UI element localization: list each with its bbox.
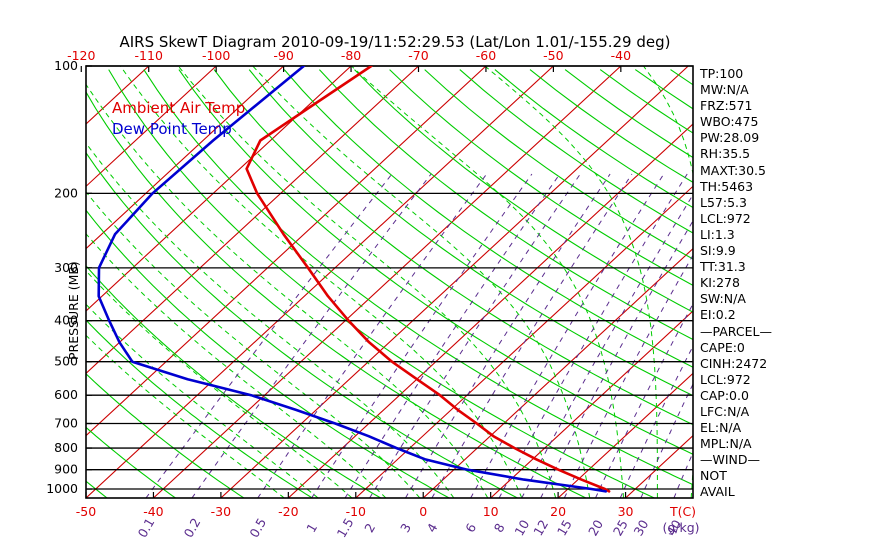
mixing-ratio-tick-8: 8 (491, 521, 508, 535)
stat-si: SI:9.9 (700, 243, 736, 259)
legend-dew-point-temp: Dew Point Temp (112, 120, 232, 138)
xtick-top--80: -80 (341, 48, 361, 63)
stat-lfc: LFC:N/A (700, 403, 750, 419)
page-title: AIRS SkewT Diagram 2010-09-19/11:52:29.5… (119, 33, 671, 51)
xtick-bottom-0: 0 (419, 504, 427, 519)
ytick-100: 100 (54, 58, 78, 73)
stat-lcl: LCL:972 (700, 210, 751, 226)
stat-cape: CAPE:0 (700, 339, 745, 355)
ytick-200: 200 (54, 185, 78, 200)
mixing-ratio-tick-15: 15 (554, 517, 575, 538)
stat-pw: PW:28.09 (700, 130, 760, 146)
mixing-ratio-tick-0p1: 0.1 (135, 515, 158, 540)
ytick-900: 900 (54, 462, 78, 477)
xtick-bottom-10: 10 (483, 504, 499, 519)
mixing-ratio-tick-4: 4 (424, 521, 441, 535)
xtick-top--120: -120 (67, 48, 95, 63)
mixing-ratio-tick-12: 12 (530, 517, 551, 538)
stat-sw: SW:N/A (700, 291, 746, 307)
mixing-ratio-tick-40: 40 (664, 517, 685, 538)
mixing-ratio-tick-25: 25 (610, 517, 631, 538)
stat-rh: RH:35.5 (700, 146, 751, 162)
xtick-bottom-30: 30 (618, 504, 634, 519)
mixing-ratio-tick-2: 2 (361, 521, 378, 535)
mixing-ratio-tick-0p5: 0.5 (246, 515, 269, 540)
stat-el: EL:N/A (700, 420, 742, 436)
mixing-ratio-tick-10: 10 (511, 517, 532, 538)
stat-lcl2: LCL:972 (700, 371, 751, 387)
plot-frame (85, 65, 694, 499)
xtick-top--70: -70 (408, 48, 428, 63)
mixing-ratio-tick-1p5: 1.5 (334, 515, 357, 540)
ytick-600: 600 (54, 387, 78, 402)
ytick-700: 700 (54, 416, 78, 431)
mixing-ratio-tick-30: 30 (630, 517, 651, 538)
stat-maxt: MAXT:30.5 (700, 162, 766, 178)
legend-ambient-air-temp: Ambient Air Temp (112, 99, 246, 117)
xtick-bottom--10: -10 (346, 504, 366, 519)
mixing-ratio-tick-0p2: 0.2 (181, 515, 204, 540)
xtick-top--90: -90 (273, 48, 293, 63)
stat-not: NOT (700, 468, 727, 484)
stat-mw: MW:N/A (700, 82, 749, 98)
stat-ei: EI:0.2 (700, 307, 736, 323)
xtick-bottom-20: 20 (550, 504, 566, 519)
x-axis-label-temp: T(C) (669, 504, 696, 519)
xtick-bottom--50: -50 (76, 504, 96, 519)
mixing-ratio-tick-1: 1 (303, 521, 320, 535)
series-ambient-air-temp (245, 66, 611, 493)
stat-wbo: WBO:475 (700, 114, 759, 130)
xtick-bottom--40: -40 (143, 504, 163, 519)
series-dew-point-temp (97, 66, 607, 493)
stat-avail: AVAIL (700, 484, 735, 500)
xtick-top--110: -110 (135, 48, 163, 63)
ytick-500: 500 (54, 354, 78, 369)
mixing-ratio-tick-6: 6 (462, 521, 479, 535)
stat-tp: TP:100 (700, 66, 744, 81)
stat-li: LI:1.3 (700, 226, 735, 242)
ytick-800: 800 (54, 440, 78, 455)
stat-cap: CAP:0.0 (700, 387, 749, 403)
ytick-400: 400 (54, 313, 78, 328)
xtick-bottom--20: -20 (278, 504, 298, 519)
stat-cinh: CINH:2472 (700, 355, 768, 371)
xtick-bottom--30: -30 (211, 504, 231, 519)
xtick-top--40: -40 (611, 48, 631, 63)
x-axis-label-mix: (g/kg) (662, 520, 699, 535)
stat-tt: TT:31.3 (700, 259, 746, 275)
ytick-1000: 1000 (46, 481, 78, 496)
xtick-top--60: -60 (476, 48, 496, 63)
stat-wind: —WIND— (700, 452, 761, 468)
mixing-ratio-tick-3: 3 (397, 521, 414, 535)
mixing-ratio-tick-20: 20 (585, 517, 606, 538)
stat-th: TH:5463 (700, 178, 754, 194)
stat-l57: L57:5.3 (700, 194, 747, 210)
ytick-300: 300 (54, 260, 78, 275)
xtick-top--100: -100 (202, 48, 230, 63)
stat-parcel: —PARCEL— (700, 323, 772, 339)
y-axis-label: PRESSURE (MB) (66, 261, 81, 360)
xtick-top--50: -50 (543, 48, 563, 63)
stat-ki: KI:278 (700, 275, 740, 291)
stat-mpl: MPL:N/A (700, 436, 752, 452)
stat-frz: FRZ:571 (700, 98, 753, 114)
sounding-stats-panel: TP:100 MW:N/A FRZ:571 WBO:475 PW:28.09 RH:35.… (700, 66, 868, 501)
